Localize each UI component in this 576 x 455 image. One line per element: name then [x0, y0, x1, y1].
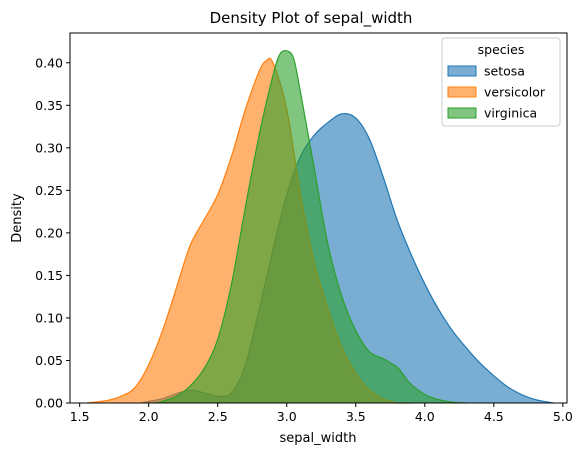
x-tick-label: 5.0 [553, 409, 573, 424]
density-line-virginica [155, 49, 467, 404]
y-axis-ticks: 0.00 0.05 0.10 0.15 0.20 0.25 0.30 0.35 0.40 [35, 55, 70, 411]
density-area-virginica [155, 50, 467, 403]
y-tick-label: 0.30 [35, 140, 63, 155]
legend-swatch-setosa [447, 65, 477, 77]
x-tick-label: 4.0 [415, 409, 435, 424]
plot-frame [69, 32, 568, 404]
y-tick-label: 0.35 [35, 98, 63, 113]
x-axis-label: sepal_width [280, 431, 357, 446]
y-tick-label: 0.15 [35, 268, 63, 283]
density-areas [86, 49, 554, 404]
x-tick-label: 3.5 [346, 409, 366, 424]
x-axis-ticks: 1.5 2.0 2.5 3.0 3.5 4.0 4.5 5.0 [70, 403, 573, 424]
x-tick-label: 3.0 [277, 409, 297, 424]
y-axis-label: Density [10, 193, 25, 243]
x-tick-label: 2.5 [208, 409, 228, 424]
legend-label-setosa: setosa [484, 64, 525, 79]
legend-swatch-versicolor [447, 86, 477, 98]
y-tick-label: 0.00 [35, 396, 63, 411]
legend: species setosa versicolor virginica [441, 37, 561, 127]
legend-items: setosa versicolor virginica [447, 64, 546, 121]
x-tick-label: 2.0 [139, 409, 159, 424]
y-tick-label: 0.40 [35, 55, 63, 70]
x-tick-label: 1.5 [70, 409, 90, 424]
x-tick-label: 4.5 [484, 409, 504, 424]
legend-label-versicolor: versicolor [484, 85, 546, 100]
legend-box [441, 37, 561, 127]
legend-title: species [478, 42, 525, 57]
legend-swatch-virginica [447, 107, 477, 119]
chart-title: Density Plot of sepal_width [210, 9, 413, 28]
y-tick-label: 0.25 [35, 183, 63, 198]
y-tick-label: 0.10 [35, 310, 63, 325]
y-tick-label: 0.05 [35, 353, 63, 368]
legend-label-virginica: virginica [484, 106, 537, 121]
density-area-setosa [140, 113, 554, 403]
y-tick-label: 0.20 [35, 225, 63, 240]
